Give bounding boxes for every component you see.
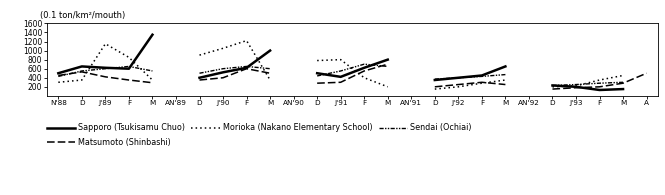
Text: (0.1 ton/km²/mouth): (0.1 ton/km²/mouth)	[41, 11, 126, 20]
Legend: Matsumoto (Shinbashi): Matsumoto (Shinbashi)	[47, 138, 171, 147]
